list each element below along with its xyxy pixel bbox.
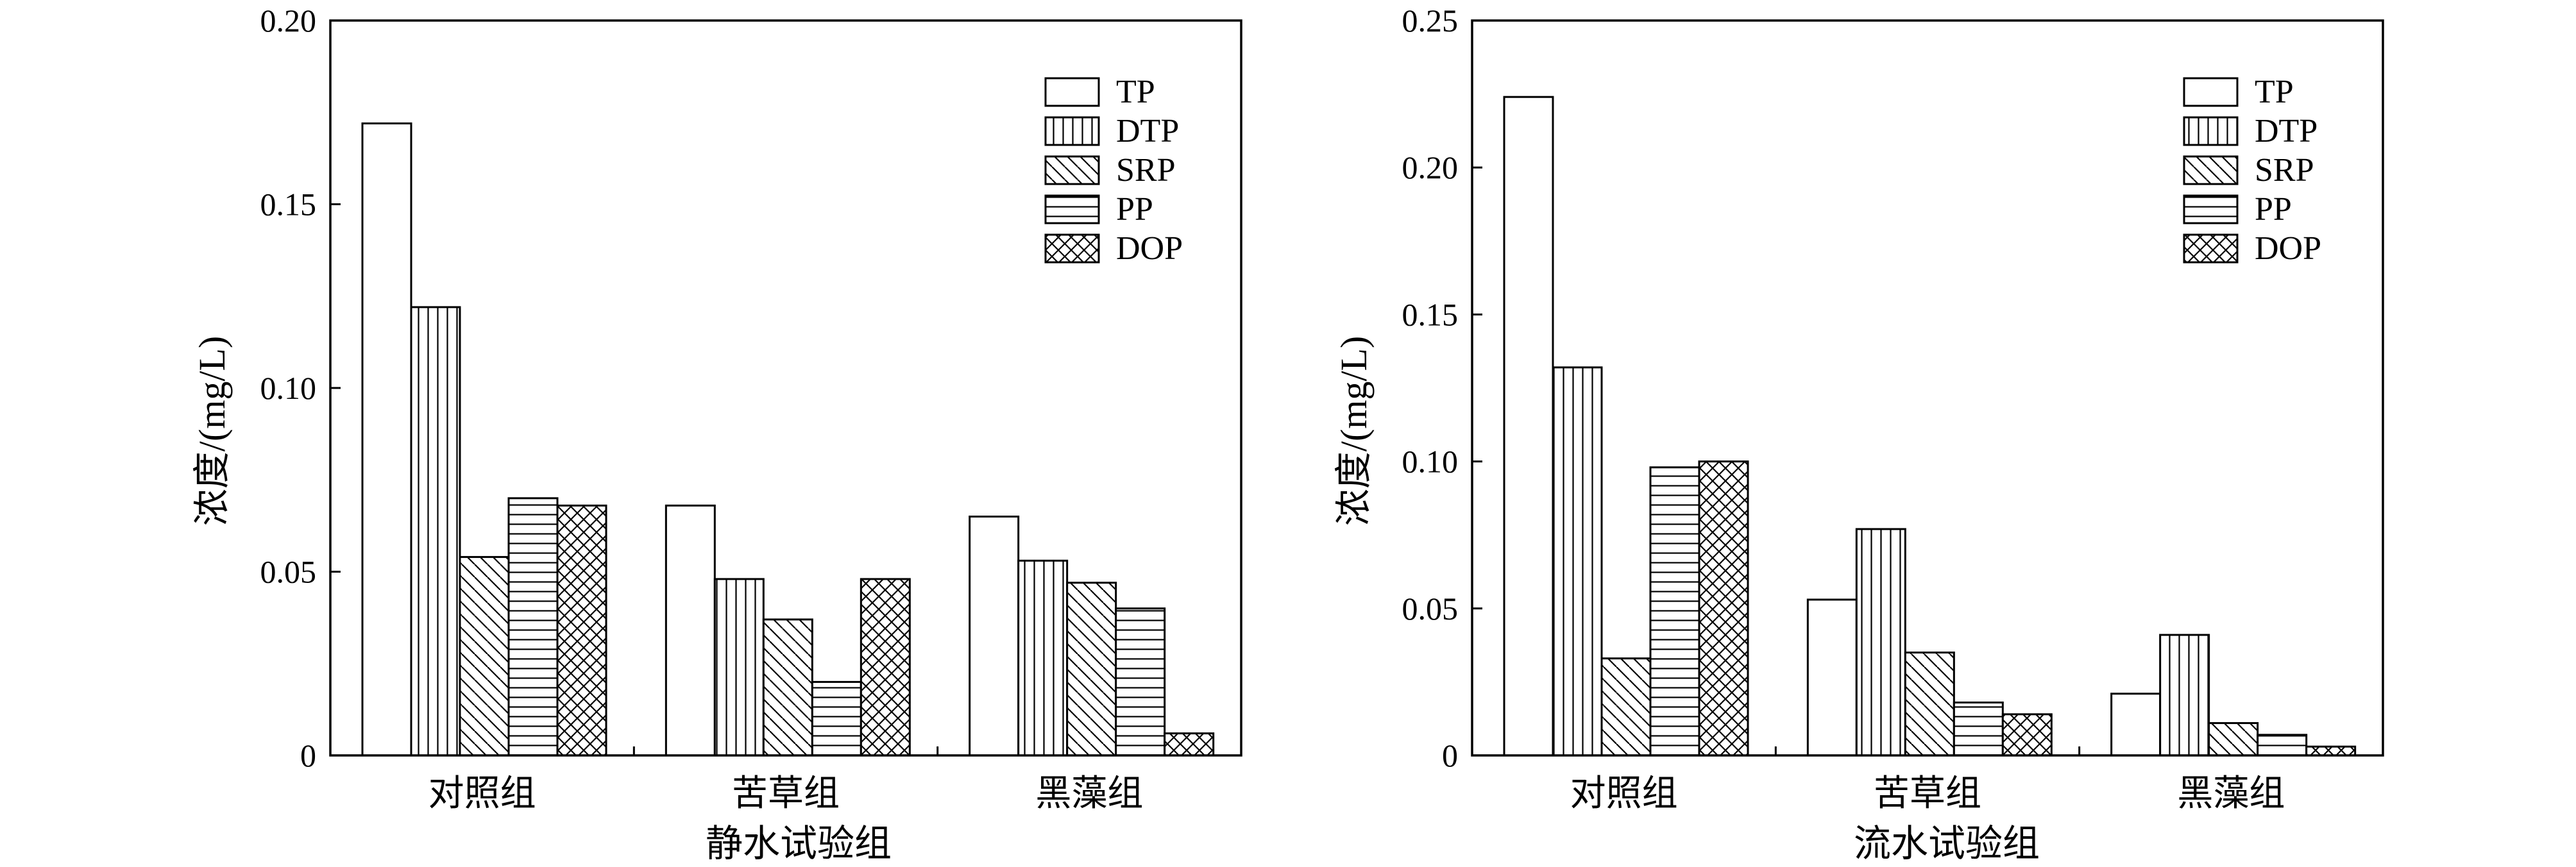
bar-pp-0 (1649, 466, 1700, 757)
bar-dtp-1 (713, 578, 765, 757)
bar-dtp-0 (1552, 366, 1603, 757)
x-tick-label: 黑藻组 (2177, 774, 2285, 814)
x-tick-label: 黑藻组 (1035, 774, 1143, 814)
legend-swatch-dtp (2183, 116, 2239, 146)
legend-label-dop: DOP (1116, 230, 1183, 267)
bar-pp-2 (2257, 734, 2308, 757)
chart-static-water: 静水试验组 浓度/(mg/L) 0 0.05 0.10 0.15 0.20 对照组 苦草组 黑… (191, 3, 1242, 864)
y-tick-label: 0.10 (260, 370, 317, 406)
chart-flowing-water: 流水试验组 浓度/(mg/L) 0 0.05 0.10 0.15 0.20 0.25 对照组… (1333, 3, 2384, 864)
bar-dtp-2 (2159, 634, 2210, 757)
legend-label-dtp: DTP (2255, 113, 2318, 149)
y-axis-title: 浓度/(mg/L) (191, 336, 233, 526)
bar-pp-0 (507, 497, 559, 757)
bar-dop-1 (2001, 713, 2053, 757)
legend-label-srp: SRP (1116, 152, 1176, 189)
legend-swatch-tp (2183, 77, 2239, 107)
bar-tp-1 (1806, 598, 1858, 757)
bar-dop-0 (556, 504, 607, 757)
bar-dop-1 (860, 578, 911, 757)
y-tick-label: 0.20 (260, 3, 317, 38)
legend-swatch-srp (2183, 155, 2239, 185)
legend-swatch-dtp (1044, 116, 1100, 146)
x-tick-label: 对照组 (428, 774, 536, 814)
legend-swatch-dop (2183, 233, 2239, 264)
y-tick-label: 0.15 (1402, 296, 1459, 332)
plot-frame (1471, 19, 2384, 757)
legend-label-srp: SRP (2255, 152, 2314, 189)
legend-swatch-pp (2183, 194, 2239, 224)
bar-srp-1 (762, 618, 813, 757)
x-tick-label: 苦草组 (732, 774, 840, 814)
bar-srp-0 (459, 556, 510, 757)
bar-dtp-2 (1017, 559, 1069, 757)
legend-swatch-tp (1044, 77, 1100, 107)
bar-pp-1 (811, 680, 862, 757)
bar-tp-2 (2110, 693, 2162, 757)
legend-label-tp: TP (2255, 74, 2294, 110)
bar-dop-2 (2305, 745, 2357, 757)
legend-label-dtp: DTP (1116, 113, 1179, 149)
bar-srp-2 (1066, 582, 1117, 757)
legend-label-pp: PP (2255, 191, 2292, 228)
bar-dop-0 (1698, 460, 1749, 757)
bar-tp-0 (361, 122, 412, 757)
bar-tp-1 (665, 504, 716, 757)
legend-swatch-pp (1044, 194, 1100, 224)
y-tick-label: 0.20 (1402, 149, 1459, 185)
y-tick-label: 0.15 (260, 187, 317, 223)
bar-srp-1 (1904, 652, 1955, 757)
bar-pp-2 (1115, 607, 1166, 757)
x-tick-label: 苦草组 (1874, 774, 1981, 814)
y-tick-label: 0.05 (1402, 591, 1459, 627)
x-tick-label: 对照组 (1570, 774, 1678, 814)
legend-swatch-srp (1044, 155, 1100, 185)
legend-label-dop: DOP (2255, 230, 2321, 267)
y-axis-title: 浓度/(mg/L) (1333, 336, 1375, 526)
bar-srp-0 (1600, 657, 1652, 757)
x-axis-title: 流水试验组 (1854, 823, 2040, 864)
bar-dtp-1 (1855, 528, 1906, 757)
x-axis-title: 静水试验组 (706, 823, 892, 864)
legend-label-pp: PP (1116, 191, 1153, 228)
legend-label-tp: TP (1116, 74, 1155, 110)
bar-tp-2 (969, 516, 1020, 757)
y-tick-label: 0.05 (260, 554, 317, 590)
bar-srp-2 (2208, 722, 2259, 757)
bar-dop-2 (1164, 732, 1215, 757)
y-tick-label: 0 (1442, 737, 1458, 773)
bar-dtp-0 (410, 306, 461, 757)
legend-swatch-dop (1044, 233, 1100, 264)
y-tick-label: 0.25 (1402, 3, 1459, 38)
y-tick-label: 0.10 (1402, 444, 1459, 480)
bar-pp-1 (1953, 701, 2004, 757)
bar-tp-0 (1503, 96, 1554, 757)
y-tick-label: 0 (300, 737, 316, 773)
